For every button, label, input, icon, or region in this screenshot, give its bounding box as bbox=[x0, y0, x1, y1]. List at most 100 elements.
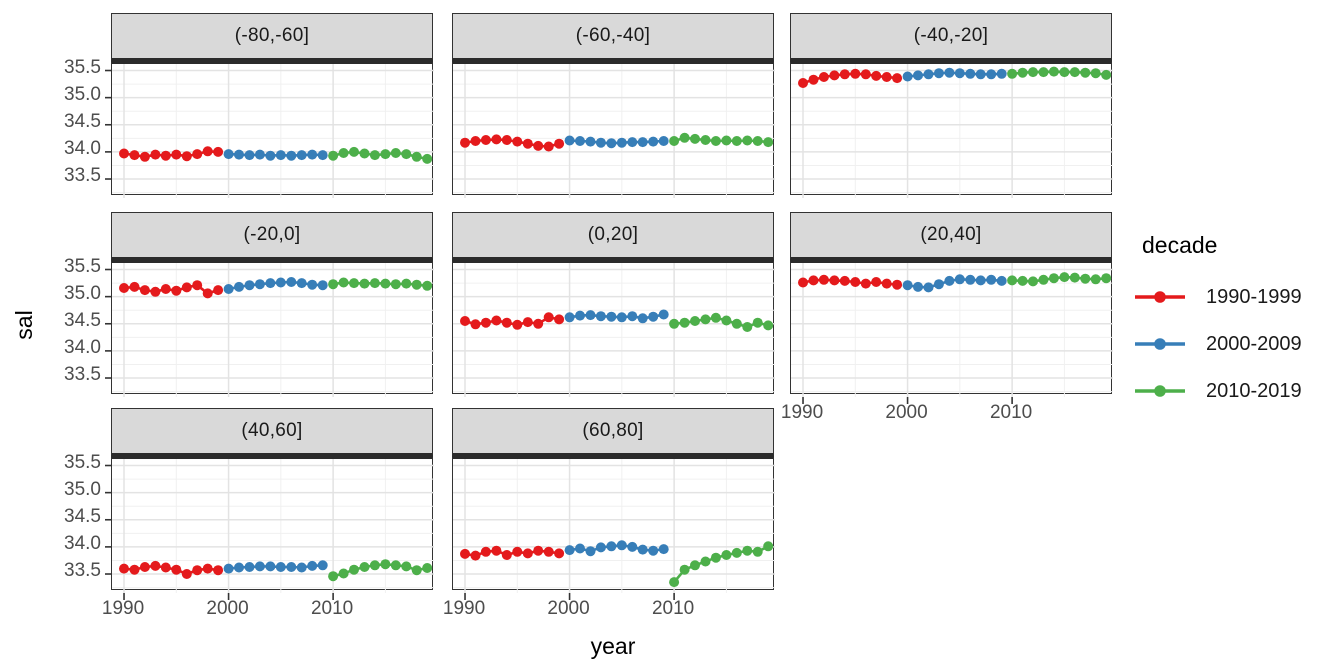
data-point bbox=[129, 150, 140, 161]
data-point bbox=[850, 277, 861, 287]
data-point bbox=[923, 69, 934, 80]
data-point bbox=[731, 547, 742, 558]
x-tick-label: 1990 bbox=[780, 402, 824, 423]
facet-title: (-40,-20] bbox=[913, 25, 989, 46]
legend-item: 1990-1999 bbox=[1135, 284, 1302, 310]
data-point bbox=[913, 281, 923, 292]
data-point bbox=[763, 137, 774, 148]
data-point bbox=[679, 132, 690, 143]
data-point bbox=[328, 571, 339, 582]
data-point bbox=[338, 568, 349, 579]
data-point bbox=[1007, 68, 1018, 79]
data-point bbox=[275, 562, 286, 572]
data-point bbox=[338, 148, 349, 158]
legend-item: 2010-2019 bbox=[1135, 378, 1302, 404]
data-point bbox=[690, 560, 700, 571]
data-point bbox=[965, 274, 976, 285]
data-point bbox=[390, 560, 401, 571]
facet-title: (-20,0] bbox=[243, 224, 301, 245]
data-point bbox=[606, 138, 617, 149]
data-point bbox=[648, 136, 659, 147]
data-point bbox=[254, 149, 265, 160]
legend-key-icon bbox=[1135, 291, 1185, 303]
y-tick-label: 33.5 bbox=[64, 165, 101, 186]
data-point bbox=[533, 545, 544, 556]
data-point bbox=[213, 146, 224, 157]
data-point bbox=[996, 275, 1007, 286]
data-point bbox=[119, 148, 129, 159]
data-point bbox=[986, 69, 997, 80]
data-point bbox=[460, 548, 470, 559]
data-point bbox=[171, 564, 182, 575]
data-point bbox=[902, 280, 913, 291]
data-point bbox=[721, 315, 732, 326]
data-point bbox=[871, 277, 882, 287]
data-point bbox=[160, 150, 171, 161]
data-point bbox=[616, 312, 627, 323]
data-point bbox=[669, 318, 680, 329]
series-line bbox=[123, 149, 219, 159]
data-point bbox=[491, 315, 502, 326]
series-line bbox=[1011, 70, 1107, 77]
data-point bbox=[798, 277, 808, 288]
series-line bbox=[228, 280, 323, 291]
data-point bbox=[265, 150, 276, 161]
data-point bbox=[965, 68, 976, 79]
data-point bbox=[470, 550, 481, 561]
data-point bbox=[1101, 69, 1112, 80]
data-point bbox=[422, 280, 433, 291]
data-point bbox=[171, 149, 182, 160]
data-point bbox=[871, 70, 882, 81]
data-point bbox=[763, 320, 774, 331]
data-point bbox=[658, 136, 669, 146]
data-point bbox=[637, 544, 648, 555]
data-point bbox=[1080, 273, 1091, 284]
series-line bbox=[569, 313, 664, 320]
data-point bbox=[700, 314, 711, 325]
y-tick-label: 35.0 bbox=[64, 282, 101, 304]
chart-svg bbox=[791, 263, 1113, 404]
data-point bbox=[1038, 67, 1049, 78]
data-point bbox=[1090, 68, 1101, 79]
data-point bbox=[627, 311, 638, 322]
data-point bbox=[139, 562, 150, 572]
series-line bbox=[123, 564, 219, 576]
data-point bbox=[595, 311, 606, 322]
y-tick-label: 35.5 bbox=[64, 56, 101, 78]
data-point bbox=[181, 569, 192, 579]
data-point bbox=[202, 288, 213, 299]
data-point bbox=[119, 283, 129, 293]
data-point bbox=[1069, 272, 1080, 283]
legend-title: decade bbox=[1142, 232, 1218, 258]
x-tick-label: 1990 bbox=[442, 598, 486, 619]
data-point bbox=[349, 146, 359, 157]
series-line bbox=[464, 138, 560, 148]
data-point bbox=[401, 561, 412, 572]
data-point bbox=[752, 317, 763, 328]
data-point bbox=[533, 140, 544, 151]
data-point bbox=[860, 278, 871, 289]
data-point bbox=[543, 141, 554, 152]
data-point bbox=[369, 150, 380, 161]
data-point bbox=[892, 279, 903, 290]
data-point bbox=[129, 564, 140, 575]
data-point bbox=[150, 560, 161, 571]
data-point bbox=[881, 278, 892, 289]
data-point bbox=[721, 135, 732, 146]
series-line bbox=[673, 545, 769, 583]
facet-title: (-80,-60] bbox=[234, 25, 310, 46]
data-point bbox=[1059, 272, 1070, 283]
data-point bbox=[731, 318, 742, 329]
data-point bbox=[223, 563, 234, 574]
data-point bbox=[669, 136, 680, 146]
data-point bbox=[265, 278, 276, 289]
data-point bbox=[554, 314, 565, 325]
data-point bbox=[470, 136, 481, 146]
data-point bbox=[338, 277, 349, 288]
data-point bbox=[480, 317, 491, 328]
data-point bbox=[139, 151, 150, 162]
facet-strip: (20,40] bbox=[790, 212, 1112, 260]
data-point bbox=[954, 68, 965, 79]
data-point bbox=[554, 548, 565, 559]
data-point bbox=[275, 150, 286, 161]
